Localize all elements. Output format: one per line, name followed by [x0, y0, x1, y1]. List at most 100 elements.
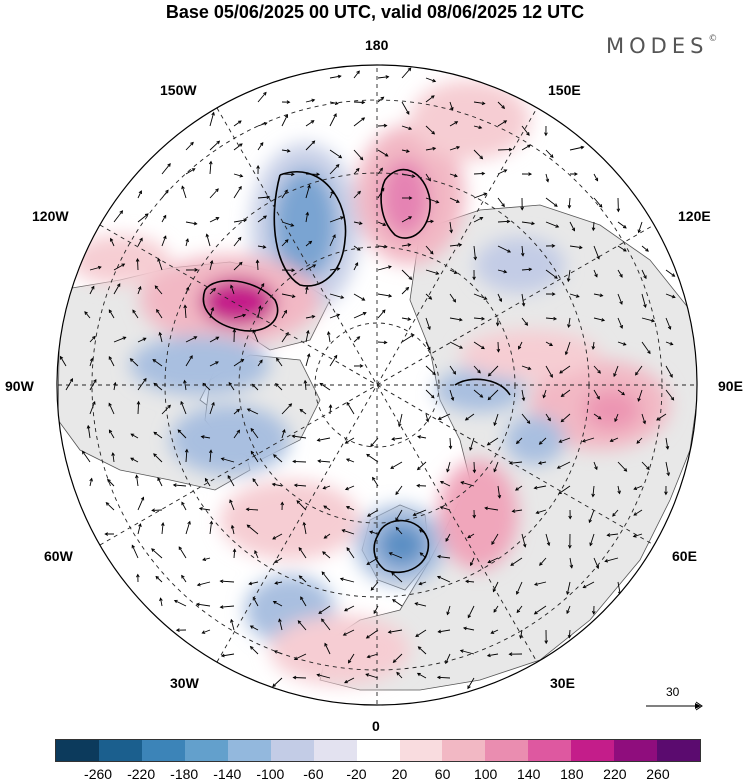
wind-vector — [613, 365, 619, 377]
wind-vector — [449, 244, 462, 247]
wind-vector — [353, 117, 365, 127]
wind-vector-head — [418, 581, 423, 586]
wind-vector — [209, 112, 215, 127]
wind-vector — [209, 307, 214, 319]
wind-vector-head — [196, 582, 201, 587]
wind-vector — [467, 605, 475, 618]
wind-vector-head — [321, 571, 326, 576]
wind-vector-head — [497, 494, 502, 499]
wind-vector-head — [212, 287, 216, 292]
wind-vector-head — [597, 369, 601, 374]
wind-vector-head — [358, 221, 363, 225]
colorbar-cell — [270, 740, 314, 761]
wind-vector-head — [481, 171, 486, 176]
wind-vector-head — [136, 400, 141, 405]
wind-vector — [231, 525, 235, 535]
wind-vector — [559, 365, 571, 374]
wind-vector — [401, 269, 412, 280]
wind-vector-head — [237, 236, 242, 241]
wind-vector-head — [508, 147, 513, 152]
wind-vector-head — [300, 596, 304, 601]
wind-vector-head — [202, 557, 207, 562]
wind-vector-head — [519, 635, 523, 640]
wind-vector-head — [388, 552, 393, 556]
wind-vector — [257, 142, 264, 151]
wind-vector — [565, 341, 571, 355]
wind-vector-head — [384, 153, 389, 157]
wind-vector-head — [187, 520, 191, 525]
wind-vector-head — [452, 298, 457, 303]
wind-vector — [257, 359, 263, 367]
wind-vector — [329, 149, 342, 159]
wind-vector — [545, 173, 549, 182]
wind-vector — [593, 269, 598, 277]
wind-vector-head — [669, 341, 674, 346]
wind-vector — [304, 380, 307, 391]
wind-vector — [449, 341, 463, 349]
wind-vector — [425, 341, 431, 351]
wind-vector-head — [161, 522, 165, 526]
wind-vector — [319, 383, 331, 391]
wind-vector — [589, 533, 595, 546]
wind-vector-head — [356, 336, 361, 340]
wind-vector — [545, 149, 554, 158]
wind-vector — [413, 509, 427, 516]
wind-vector-head — [436, 675, 441, 680]
wind-vector-head — [135, 257, 140, 262]
wind-vector — [449, 293, 456, 303]
colorbar-cell — [442, 740, 486, 761]
wind-vector — [137, 497, 144, 511]
wind-vector — [257, 215, 267, 223]
wind-vector-head — [436, 575, 441, 580]
wind-vector-head — [416, 466, 421, 471]
wind-vector — [281, 149, 290, 152]
wind-vector — [449, 146, 460, 151]
wind-vector — [396, 672, 403, 679]
wind-vector-head — [408, 196, 413, 200]
wind-vector-head — [91, 285, 95, 290]
wind-vector-head — [215, 217, 220, 221]
wind-vector-head — [285, 331, 289, 336]
wind-vector — [322, 551, 331, 559]
wind-vector — [425, 389, 435, 399]
wind-vector-head — [321, 618, 325, 623]
wind-vector-head — [643, 304, 647, 308]
wind-vector — [401, 149, 410, 153]
wind-vector-head — [227, 474, 231, 479]
wind-vector-head — [200, 435, 205, 439]
wind-vector-head — [604, 558, 609, 563]
wind-vector-head — [416, 672, 421, 677]
wind-vector-head — [425, 418, 430, 423]
reference-vector-label: 30 — [666, 685, 680, 699]
wind-vector-head — [503, 120, 508, 124]
wind-vector-head — [549, 342, 554, 346]
wind-vector — [425, 197, 439, 203]
wind-vector-head — [156, 308, 160, 313]
wind-vector-head — [545, 178, 550, 183]
meridian-120 — [99, 224, 655, 546]
wind-vector-head — [194, 268, 199, 272]
wind-vector — [488, 557, 499, 563]
wind-vector — [233, 186, 242, 199]
wind-vector — [305, 330, 309, 343]
wind-vector-head — [266, 195, 271, 199]
wind-vector — [173, 484, 187, 487]
wind-vector — [497, 341, 499, 352]
wind-vector — [318, 605, 331, 614]
wind-vector — [137, 190, 142, 199]
wind-vector — [300, 596, 307, 607]
colorbar-tick-label: -220 — [127, 766, 156, 782]
wind-vector-head — [617, 490, 621, 495]
wind-vector-head — [582, 584, 587, 589]
wind-vector — [473, 101, 485, 105]
wind-vector-head — [479, 216, 484, 221]
wind-vector — [246, 508, 259, 511]
wind-vector — [473, 461, 475, 473]
wind-vector-head — [190, 141, 194, 146]
wind-vector-head — [666, 472, 671, 477]
lon-label-0: 0 — [372, 718, 380, 734]
wind-vector-head — [193, 221, 198, 226]
wind-vector — [473, 172, 485, 175]
wind-vector-head — [556, 465, 561, 469]
wind-vector-head — [551, 244, 556, 248]
